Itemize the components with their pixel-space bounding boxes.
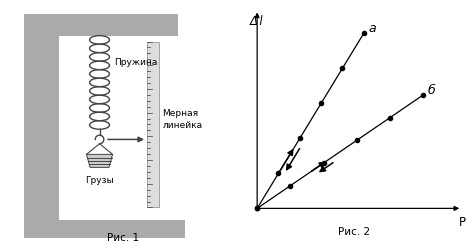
Point — [319, 161, 327, 165]
Bar — [147, 42, 159, 207]
Point — [353, 138, 360, 142]
Point — [317, 101, 325, 105]
Text: Рис. 1: Рис. 1 — [107, 233, 139, 243]
Point — [274, 171, 282, 175]
Point — [386, 116, 393, 120]
Text: Пружина: Пружина — [114, 58, 157, 67]
Point — [253, 206, 261, 210]
Point — [253, 206, 261, 210]
Text: Δ l: Δ l — [250, 15, 264, 28]
Text: а: а — [368, 22, 376, 35]
Bar — [59, 36, 178, 220]
Text: P: P — [459, 216, 465, 229]
Point — [338, 66, 346, 70]
Bar — [24, 14, 178, 36]
Text: б: б — [428, 84, 436, 97]
Point — [296, 136, 303, 140]
Polygon shape — [86, 154, 113, 167]
Text: Грузы: Грузы — [85, 176, 114, 185]
Text: Мерная
линейка: Мерная линейка — [162, 109, 202, 130]
Bar — [24, 220, 185, 238]
Point — [419, 93, 427, 97]
Bar — [24, 36, 59, 220]
Text: Рис. 2: Рис. 2 — [338, 227, 370, 237]
Point — [286, 184, 294, 188]
Point — [360, 31, 367, 35]
